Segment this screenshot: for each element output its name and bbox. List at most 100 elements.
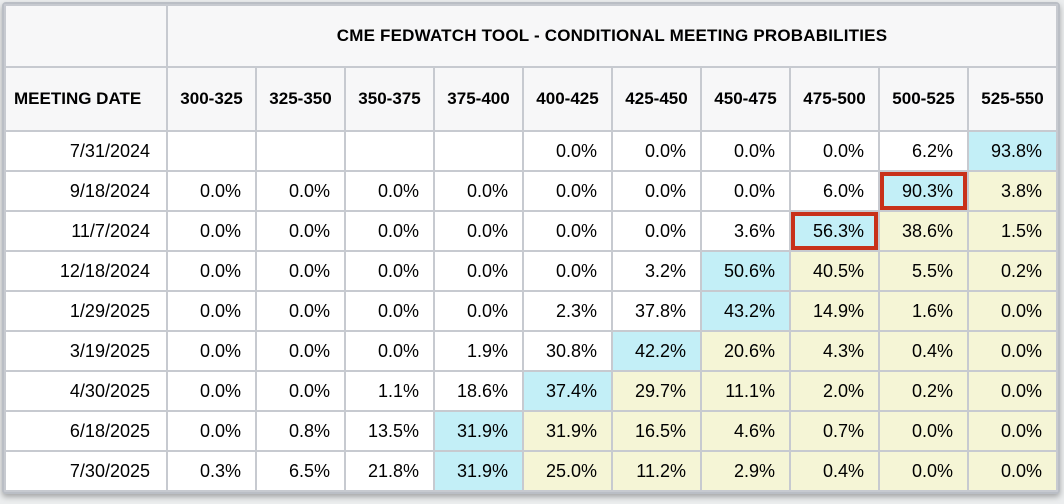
- probability-cell: 2.0%: [789, 370, 880, 412]
- probability-cell: 1.5%: [967, 210, 1058, 252]
- probability-cell: 0.0%: [255, 290, 346, 332]
- probability-cell: 0.7%: [789, 410, 880, 452]
- probability-cell: 4.6%: [700, 410, 791, 452]
- rate-bin-header: 500-525: [878, 66, 969, 132]
- probability-cell: 0.3%: [166, 450, 257, 492]
- highlight-box: [881, 173, 966, 209]
- rate-bin-header: 375-400: [433, 66, 524, 132]
- probability-cell: 0.0%: [433, 210, 524, 252]
- probability-cell: 43.2%: [700, 290, 791, 332]
- fedwatch-card: CME FEDWATCH TOOL - CONDITIONAL MEETING …: [2, 2, 1060, 494]
- probability-cell: 0.0%: [967, 410, 1058, 452]
- probability-cell: 0.0%: [878, 410, 969, 452]
- table-row: 11/7/2024 0.0% 0.0% 0.0% 0.0% 0.0% 0.0% 3.6% 56.…: [4, 210, 1058, 252]
- probability-cell: 93.8%: [967, 130, 1058, 172]
- probability-cell: 0.0%: [255, 210, 346, 252]
- meeting-date-cell: 11/7/2024: [4, 210, 168, 252]
- probability-cell: 31.9%: [522, 410, 613, 452]
- title-row: CME FEDWATCH TOOL - CONDITIONAL MEETING …: [4, 4, 1058, 68]
- table-row: 12/18/2024 0.0% 0.0% 0.0% 0.0% 0.0% 3.2% 50.6% 4…: [4, 250, 1058, 292]
- table-title: CME FEDWATCH TOOL - CONDITIONAL MEETING …: [166, 4, 1058, 68]
- probability-cell: 0.0%: [967, 290, 1058, 332]
- probability-cell: 0.0%: [166, 250, 257, 292]
- probability-cell: 14.9%: [789, 290, 880, 332]
- probability-cell: 0.0%: [522, 130, 613, 172]
- conditional-probabilities-table: CME FEDWATCH TOOL - CONDITIONAL MEETING …: [4, 4, 1058, 492]
- probability-cell: 0.2%: [967, 250, 1058, 292]
- probability-cell: 13.5%: [344, 410, 435, 452]
- probability-cell: 6.2%: [878, 130, 969, 172]
- probability-cell: 0.0%: [700, 170, 791, 212]
- table-row: 7/31/2024 0.0% 0.0% 0.0% 0.0% 6.2% 93.8%: [4, 130, 1058, 172]
- probability-cell: 3.6%: [700, 210, 791, 252]
- probability-cell: 0.0%: [344, 330, 435, 372]
- probability-cell: 0.0%: [255, 170, 346, 212]
- probability-cell: 11.2%: [611, 450, 702, 492]
- probability-cell: 11.1%: [700, 370, 791, 412]
- rate-bin-header-row: MEETING DATE 300-325 325-350 350-375 375-40…: [4, 66, 1058, 132]
- probability-cell: 40.5%: [789, 250, 880, 292]
- meeting-date-cell: 4/30/2025: [4, 370, 168, 412]
- probability-cell: 0.0%: [433, 250, 524, 292]
- probability-cell: 31.9%: [433, 450, 524, 492]
- probability-cell: [344, 130, 435, 172]
- probability-cell: 0.0%: [255, 250, 346, 292]
- probability-cell: 16.5%: [611, 410, 702, 452]
- meeting-date-cell: 7/30/2025: [4, 450, 168, 492]
- probability-cell: 21.8%: [344, 450, 435, 492]
- table-row: 7/30/2025 0.3% 6.5% 21.8% 31.9% 25.0% 11.2% 2.9…: [4, 450, 1058, 492]
- meeting-date-cell: 12/18/2024: [4, 250, 168, 292]
- probability-cell: 0.0%: [344, 290, 435, 332]
- probability-cell: 0.0%: [166, 410, 257, 452]
- meeting-date-header: MEETING DATE: [4, 66, 168, 132]
- rate-bin-header: 525-550: [967, 66, 1058, 132]
- probability-cell: [255, 130, 346, 172]
- probability-cell: 20.6%: [700, 330, 791, 372]
- meeting-date-cell: 9/18/2024: [4, 170, 168, 212]
- corner-cell: [4, 4, 168, 68]
- probability-cell: 1.9%: [433, 330, 524, 372]
- probability-cell: 18.6%: [433, 370, 524, 412]
- table-row: 3/19/2025 0.0% 0.0% 0.0% 1.9% 30.8% 42.2% 20.6%…: [4, 330, 1058, 372]
- probability-cell: 0.0%: [700, 130, 791, 172]
- rate-bin-header: 475-500: [789, 66, 880, 132]
- probability-cell: 1.1%: [344, 370, 435, 412]
- rate-bin-header: 450-475: [700, 66, 791, 132]
- probability-cell: 0.0%: [611, 170, 702, 212]
- rate-bin-header: 400-425: [522, 66, 613, 132]
- probability-cell: 0.0%: [255, 330, 346, 372]
- meeting-date-cell: 6/18/2025: [4, 410, 168, 452]
- probability-cell: 0.0%: [789, 130, 880, 172]
- probability-cell: 38.6%: [878, 210, 969, 252]
- probability-cell: 37.4%: [522, 370, 613, 412]
- meeting-date-cell: 1/29/2025: [4, 290, 168, 332]
- probability-cell: 0.0%: [611, 130, 702, 172]
- probability-cell: 0.0%: [967, 370, 1058, 412]
- probability-cell: 0.0%: [433, 170, 524, 212]
- rate-bin-header: 425-450: [611, 66, 702, 132]
- probability-cell: 0.0%: [522, 250, 613, 292]
- probability-cell: 0.0%: [344, 210, 435, 252]
- probability-cell: 6.0%: [789, 170, 880, 212]
- probability-cell: 2.9%: [700, 450, 791, 492]
- probability-cell: 5.5%: [878, 250, 969, 292]
- probability-cell: 0.4%: [878, 330, 969, 372]
- probability-cell: 42.2%: [611, 330, 702, 372]
- probability-cell: 0.0%: [967, 330, 1058, 372]
- probability-cell: 29.7%: [611, 370, 702, 412]
- probability-cell: 0.0%: [166, 330, 257, 372]
- probability-cell: 0.0%: [344, 170, 435, 212]
- probability-cell: 0.0%: [344, 250, 435, 292]
- probability-cell: 0.0%: [166, 170, 257, 212]
- probability-cell: 37.8%: [611, 290, 702, 332]
- probability-cell: 0.0%: [166, 370, 257, 412]
- table-row: 9/18/2024 0.0% 0.0% 0.0% 0.0% 0.0% 0.0% 0.0% 6.0…: [4, 170, 1058, 212]
- probability-cell: 6.5%: [255, 450, 346, 492]
- table-row: 6/18/2025 0.0% 0.8% 13.5% 31.9% 31.9% 16.5% 4.6…: [4, 410, 1058, 452]
- probability-cell: 0.8%: [255, 410, 346, 452]
- table-row: 4/30/2025 0.0% 0.0% 1.1% 18.6% 37.4% 29.7% 11.1…: [4, 370, 1058, 412]
- probability-cell: 2.3%: [522, 290, 613, 332]
- rate-bin-header: 350-375: [344, 66, 435, 132]
- highlight-box: [792, 213, 877, 249]
- rate-bin-header: 300-325: [166, 66, 257, 132]
